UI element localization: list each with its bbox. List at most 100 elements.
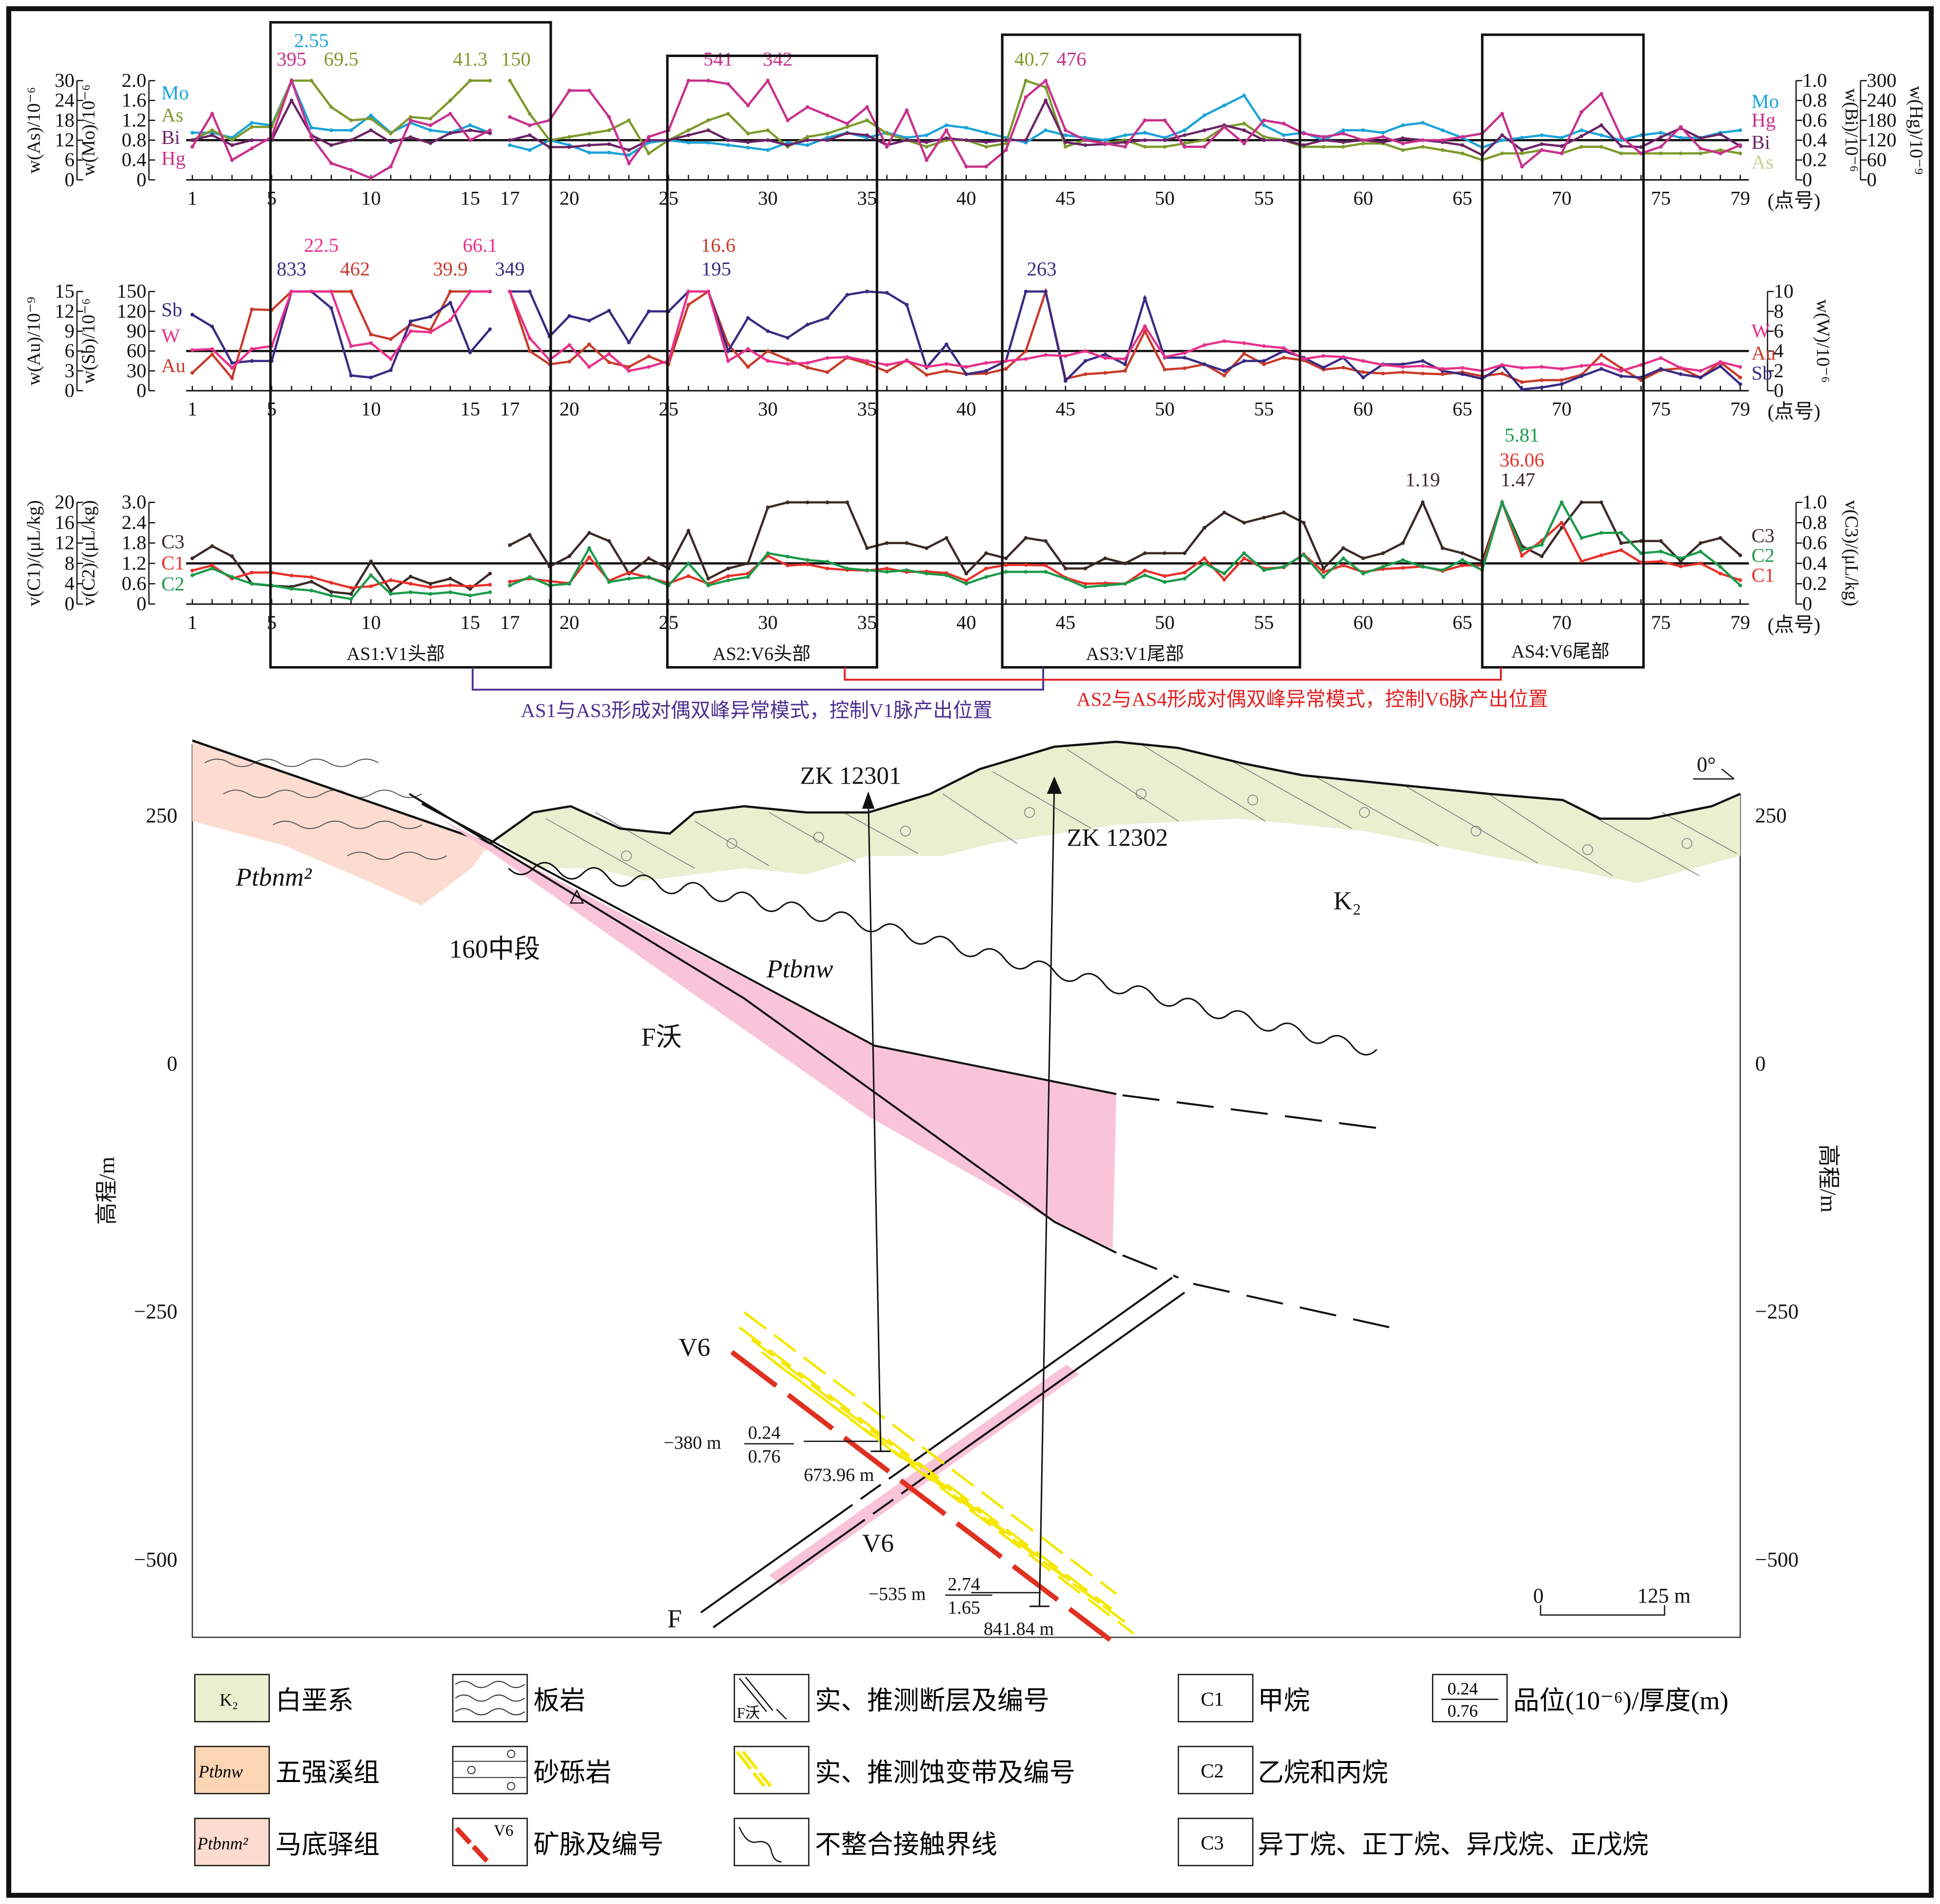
data-point-W: [309, 289, 314, 294]
data-point-Hg: [1341, 131, 1345, 136]
data-point-C1: [1341, 563, 1345, 567]
data-point-Sb: [1143, 296, 1147, 300]
data-point-Bi: [468, 128, 472, 132]
data-point-W: [1341, 355, 1345, 359]
data-point-Sb: [428, 315, 433, 319]
data-point-Sb: [746, 316, 750, 320]
data-point-C2: [1123, 582, 1127, 586]
data-point-C3: [706, 577, 710, 581]
x-tick-label: 65: [1453, 187, 1473, 209]
data-point-W: [587, 365, 591, 369]
y-tick-label: 2.0: [121, 69, 146, 91]
data-point-C3: [1321, 567, 1326, 570]
data-point-Hg: [1143, 118, 1147, 122]
data-point-Sb: [607, 308, 611, 313]
data-point-W: [647, 365, 651, 369]
x-tick-label: 70: [1552, 398, 1572, 420]
anomaly-label-as3: AS3:V1尾部: [1086, 643, 1184, 664]
data-point-Hg: [1182, 144, 1187, 149]
data-point-C3: [448, 577, 452, 581]
data-point-Hg: [1421, 138, 1425, 142]
north-label: 0°: [1697, 753, 1716, 776]
data-point-As: [825, 131, 829, 136]
data-point-Bi: [1182, 133, 1187, 137]
data-point-As: [766, 128, 770, 132]
legend-left-Sb: Sb: [162, 299, 182, 321]
data-point-Hg: [1262, 118, 1266, 122]
data-point-Mo: [1599, 133, 1603, 137]
data-point-As: [845, 125, 849, 129]
data-point-As: [1262, 135, 1266, 139]
x-tick-label: 60: [1353, 398, 1373, 420]
x-tick-label: 50: [1155, 611, 1175, 633]
data-point-C2: [1460, 558, 1464, 562]
scale-zero: 0: [1533, 1584, 1544, 1607]
legend-text-ptbnw: 五强溪组: [275, 1758, 379, 1787]
data-point-As: [607, 128, 611, 132]
data-point-W: [289, 289, 294, 294]
data-point-C2: [647, 575, 651, 579]
data-point-Hg: [1659, 144, 1663, 149]
data-point-Bi: [925, 140, 929, 144]
data-point-As: [865, 118, 869, 122]
legend-swatch-c1: [1177, 1674, 1253, 1722]
series-Hg: [190, 77, 1742, 181]
peak-label-Sb: 349: [495, 258, 525, 280]
x-tick-label: 17: [500, 611, 520, 633]
data-point-Sb: [1639, 375, 1643, 380]
data-point-Hg: [1024, 95, 1028, 99]
data-point-W: [408, 329, 413, 333]
data-point-Au: [389, 337, 393, 341]
data-point-Sb: [1559, 382, 1564, 386]
series-line-C1: [192, 564, 490, 589]
data-point-C2: [567, 582, 571, 586]
peak-label-Au: 462: [340, 258, 370, 280]
data-point-W: [250, 347, 254, 351]
intercept-2-depth: 841.84 m: [984, 1619, 1054, 1639]
data-point-Sb: [984, 369, 988, 373]
data-point-Au: [1262, 362, 1266, 366]
data-point-W: [1044, 353, 1048, 357]
data-point-C3: [587, 531, 591, 535]
legend-left-Mo: Mo: [162, 81, 189, 103]
y-tick-label: 0: [64, 593, 74, 615]
data-point-C2: [527, 575, 532, 579]
data-point-As: [1024, 79, 1028, 83]
data-point-As: [687, 128, 690, 132]
data-point-As: [448, 99, 452, 102]
legend-left-C3: C3: [162, 531, 184, 553]
data-point-C3: [408, 574, 413, 579]
y-tick-label: 4: [1774, 340, 1783, 362]
y-tick-label: 1.6: [121, 89, 146, 111]
data-point-C3: [647, 556, 651, 560]
legend-text-c2: 乙烷和丙烷: [1258, 1758, 1388, 1787]
data-point-C2: [1500, 500, 1504, 505]
data-point-Sb: [1282, 349, 1286, 353]
x-tick-label: 55: [1254, 398, 1274, 420]
data-point-C3: [428, 582, 433, 586]
data-point-Bi: [1083, 143, 1088, 147]
data-point-W: [825, 356, 829, 360]
data-point-Sb: [1044, 289, 1048, 294]
y-tick-label: 0.6: [121, 572, 146, 594]
legend-left-Hg: Hg: [162, 147, 186, 169]
data-point-Au: [1341, 365, 1345, 370]
peak-label-Hg: 476: [1056, 48, 1086, 70]
data-point-As: [647, 151, 651, 156]
data-point-Mo: [329, 128, 333, 132]
data-point-C3: [607, 539, 611, 543]
legend-right-Au: Au: [1751, 342, 1776, 364]
peak-label-Sb: 195: [701, 258, 731, 280]
data-point-Mo: [1282, 133, 1286, 137]
elevation-axis-label-left: 高程/m: [94, 1156, 119, 1225]
data-point-W: [1559, 367, 1564, 371]
data-point-Mo: [726, 143, 730, 147]
legend-symbol-k2: K₂: [220, 1690, 238, 1709]
data-point-Sb: [806, 323, 809, 326]
data-point-Mo: [309, 126, 314, 130]
data-point-W: [1103, 356, 1107, 360]
peak-label-C1: 36.06: [1499, 449, 1544, 471]
data-point-Bi: [1163, 138, 1167, 142]
data-point-Hg: [687, 79, 690, 83]
peak-label-Hg: 395: [277, 48, 306, 70]
